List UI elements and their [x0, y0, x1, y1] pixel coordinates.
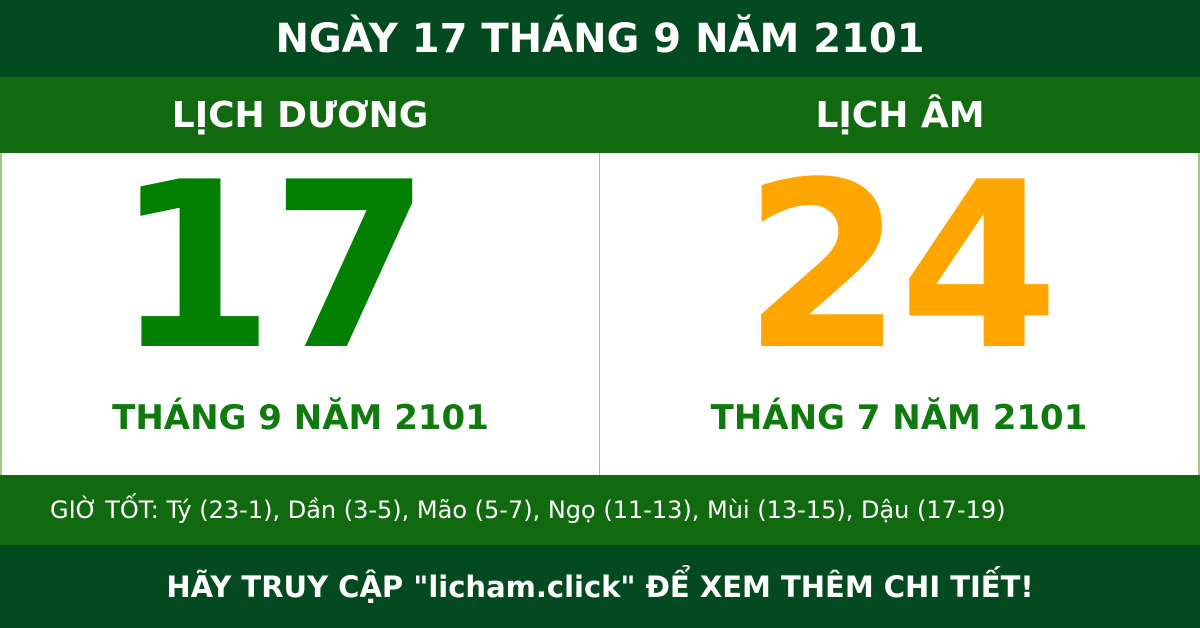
- solar-month-year: THÁNG 9 NĂM 2101: [112, 398, 489, 438]
- solar-heading: LỊCH DƯƠNG: [171, 94, 429, 136]
- solar-day: 17: [114, 134, 430, 401]
- page-title: NGÀY 17 THÁNG 9 NĂM 2101: [0, 0, 1200, 77]
- footer-cta: HÃY TRUY CẬP "licham.click" ĐỂ XEM THÊM …: [0, 545, 1200, 628]
- lunar-day: 24: [742, 134, 1059, 401]
- solar-column: 17 THÁNG 9 NĂM 2101: [2, 153, 600, 475]
- lunar-heading: LỊCH ÂM: [815, 94, 985, 136]
- calendar-headers: LỊCH DƯƠNG LỊCH ÂM: [0, 77, 1200, 153]
- good-hours: GIỜ TỐT: Tý (23-1), Dần (3-5), Mão (5-7)…: [0, 475, 1200, 545]
- lunar-column: 24 THÁNG 7 NĂM 2101: [600, 153, 1198, 475]
- lunar-month-year: THÁNG 7 NĂM 2101: [710, 398, 1088, 438]
- calendar-body: 17 THÁNG 9 NĂM 2101 24 THÁNG 7 NĂM 2101: [0, 153, 1200, 475]
